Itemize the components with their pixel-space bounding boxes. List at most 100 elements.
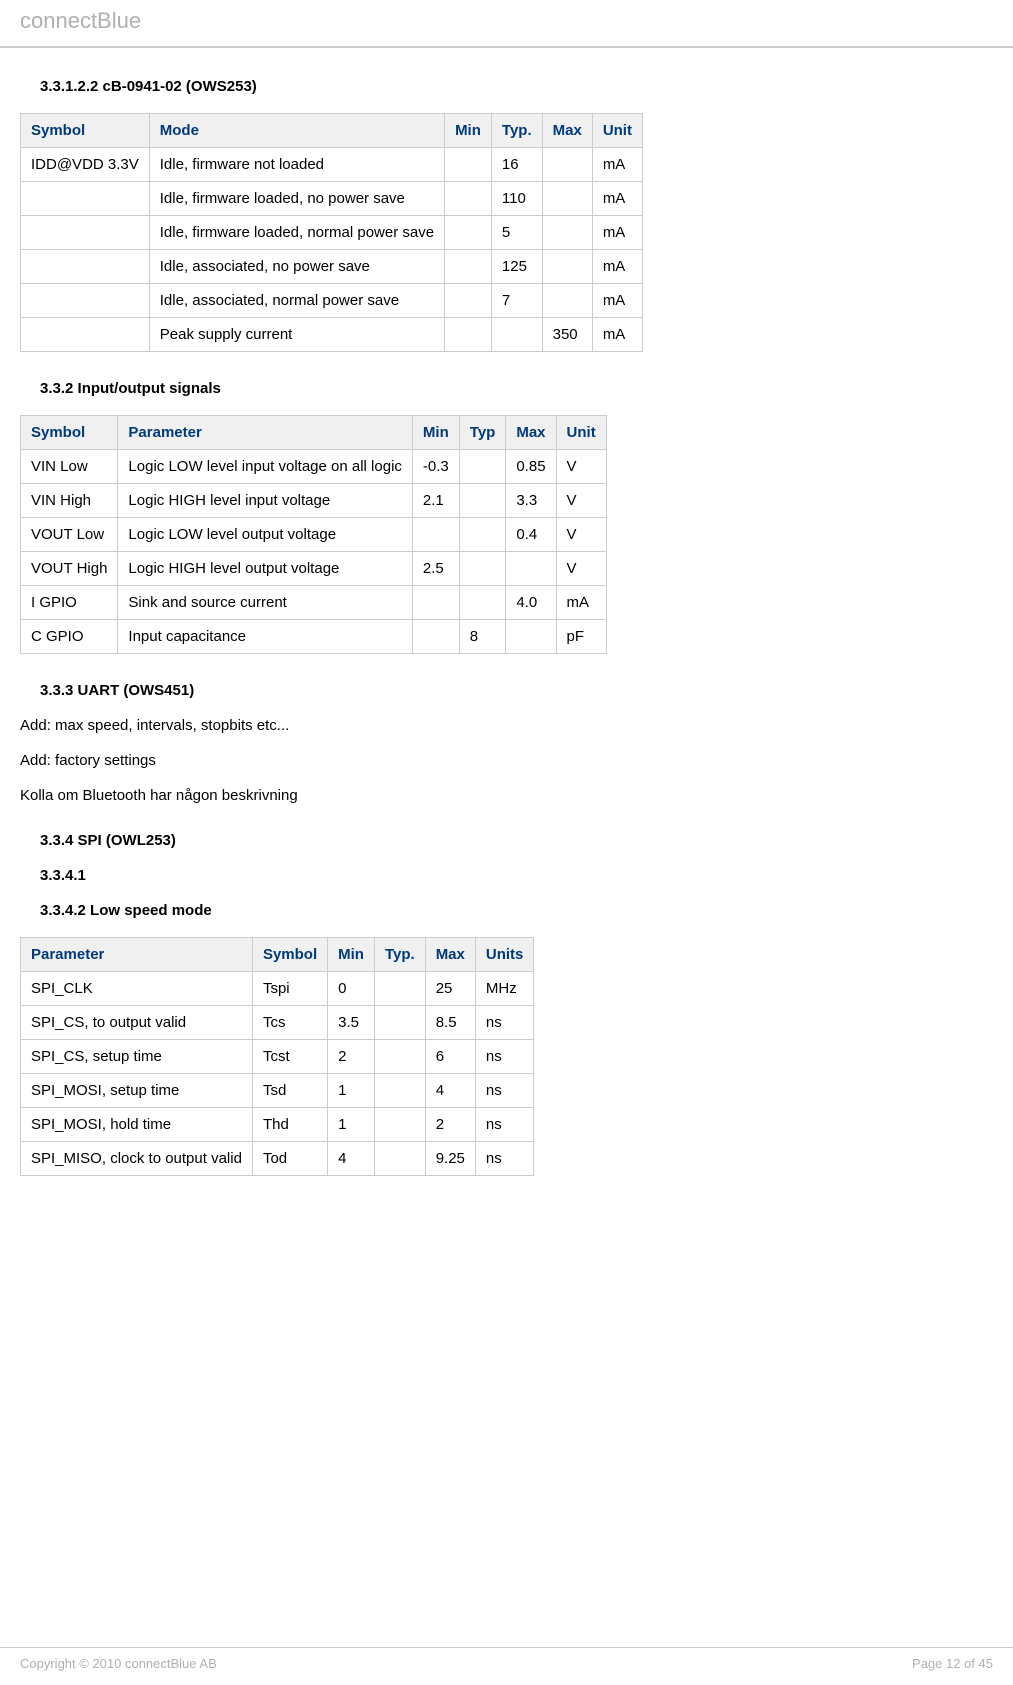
page-footer: Copyright © 2010 connectBlue AB Page 12 … <box>0 1647 1013 1671</box>
table-cell: VOUT High <box>21 552 118 586</box>
table-cell: 1 <box>328 1074 375 1108</box>
table-cell: SPI_MOSI, setup time <box>21 1074 253 1108</box>
table-cell: 9.25 <box>425 1142 475 1176</box>
table-cell: 2 <box>425 1108 475 1142</box>
col-unit: Unit <box>556 416 606 450</box>
table-cell: Sink and source current <box>118 586 413 620</box>
table-header-row: Parameter Symbol Min Typ. Max Units <box>21 938 534 972</box>
table-cell <box>542 182 592 216</box>
footer-copyright: Copyright © 2010 connectBlue AB <box>20 1656 217 1671</box>
table-cell: Idle, associated, no power save <box>149 250 444 284</box>
table-cell <box>445 216 492 250</box>
table-cell: mA <box>592 148 642 182</box>
table-cell: Idle, firmware loaded, no power save <box>149 182 444 216</box>
table-cell: 125 <box>491 250 542 284</box>
table-cell <box>374 1074 425 1108</box>
table-header-row: Symbol Mode Min Typ. Max Unit <box>21 114 643 148</box>
table-cell: 110 <box>491 182 542 216</box>
table-cell: 16 <box>491 148 542 182</box>
table-cell <box>412 586 459 620</box>
table-cell: pF <box>556 620 606 654</box>
table-cell <box>542 216 592 250</box>
table-cell: ns <box>475 1006 534 1040</box>
table-cell: 2.5 <box>412 552 459 586</box>
col-mode: Mode <box>149 114 444 148</box>
table-cell <box>459 586 506 620</box>
table-row: IDD@VDD 3.3VIdle, firmware not loaded16m… <box>21 148 643 182</box>
col-max: Max <box>542 114 592 148</box>
table-cell: SPI_MOSI, hold time <box>21 1108 253 1142</box>
table-cell <box>445 250 492 284</box>
table-cell <box>459 552 506 586</box>
table-cell <box>374 972 425 1006</box>
table-row: SPI_CS, to output validTcs3.58.5ns <box>21 1006 534 1040</box>
uart-note-1: Add: max speed, intervals, stopbits etc.… <box>20 717 993 734</box>
table-cell: Idle, associated, normal power save <box>149 284 444 318</box>
table-io-signals: Symbol Parameter Min Typ Max Unit VIN Lo… <box>20 415 607 654</box>
section-heading-4-2: 3.3.4.2 Low speed mode <box>40 902 993 919</box>
table-cell <box>374 1142 425 1176</box>
section-heading-4: 3.3.4 SPI (OWL253) <box>40 832 993 849</box>
col-typ: Typ <box>459 416 506 450</box>
table-cell: 0.85 <box>506 450 556 484</box>
col-parameter: Parameter <box>118 416 413 450</box>
col-typ: Typ. <box>374 938 425 972</box>
table-cell: 7 <box>491 284 542 318</box>
table-cell <box>21 250 150 284</box>
table-row: SPI_MOSI, setup timeTsd14ns <box>21 1074 534 1108</box>
table-cell <box>374 1006 425 1040</box>
table-cell <box>459 518 506 552</box>
table-cell: Tsd <box>252 1074 327 1108</box>
table-cell: Logic LOW level output voltage <box>118 518 413 552</box>
table-cell: VOUT Low <box>21 518 118 552</box>
table-row: VIN HighLogic HIGH level input voltage2.… <box>21 484 607 518</box>
col-symbol: Symbol <box>252 938 327 972</box>
col-min: Min <box>445 114 492 148</box>
col-symbol: Symbol <box>21 114 150 148</box>
table-row: Idle, associated, no power save 125 mA <box>21 250 643 284</box>
table-cell: ns <box>475 1074 534 1108</box>
table-row: Idle, firmware loaded, normal power save… <box>21 216 643 250</box>
table-row: SPI_CLKTspi025MHz <box>21 972 534 1006</box>
col-typ: Typ. <box>491 114 542 148</box>
table-cell: mA <box>592 182 642 216</box>
table-cell <box>506 552 556 586</box>
table-cell: Tcst <box>252 1040 327 1074</box>
table-cell <box>445 318 492 352</box>
table-row: VOUT HighLogic HIGH level output voltage… <box>21 552 607 586</box>
col-max: Max <box>506 416 556 450</box>
col-min: Min <box>328 938 375 972</box>
section-heading-4-1: 3.3.4.1 <box>40 867 993 884</box>
table-cell: Logic HIGH level input voltage <box>118 484 413 518</box>
table-cell: mA <box>592 250 642 284</box>
table-cell: Thd <box>252 1108 327 1142</box>
table-cell <box>459 450 506 484</box>
section-heading-2: 3.3.2 Input/output signals <box>40 380 993 397</box>
table-cell <box>542 148 592 182</box>
table-row: SPI_MISO, clock to output validTod49.25n… <box>21 1142 534 1176</box>
table-cell: SPI_CS, setup time <box>21 1040 253 1074</box>
table-cell: mA <box>592 318 642 352</box>
table-cell: SPI_MISO, clock to output valid <box>21 1142 253 1176</box>
table-cell <box>21 182 150 216</box>
table-row: SPI_MOSI, hold timeThd12ns <box>21 1108 534 1142</box>
table-cell <box>374 1108 425 1142</box>
table-cb0941: Symbol Mode Min Typ. Max Unit IDD@VDD 3.… <box>20 113 643 352</box>
table-cell <box>445 148 492 182</box>
table-cell: -0.3 <box>412 450 459 484</box>
section-heading-1: 3.3.1.2.2 cB-0941-02 (OWS253) <box>40 78 993 95</box>
table-cell <box>445 284 492 318</box>
table-cell: 350 <box>542 318 592 352</box>
table-row: SPI_CS, setup timeTcst26ns <box>21 1040 534 1074</box>
table-row: Idle, firmware loaded, no power save 110 m… <box>21 182 643 216</box>
col-units: Units <box>475 938 534 972</box>
table-cell: 3.3 <box>506 484 556 518</box>
table-cell: SPI_CLK <box>21 972 253 1006</box>
table-cell <box>491 318 542 352</box>
table-cell <box>21 216 150 250</box>
table-cell: MHz <box>475 972 534 1006</box>
table-cell: C GPIO <box>21 620 118 654</box>
table-row: Peak supply current350mA <box>21 318 643 352</box>
table-cell: 1 <box>328 1108 375 1142</box>
table-cell <box>21 284 150 318</box>
